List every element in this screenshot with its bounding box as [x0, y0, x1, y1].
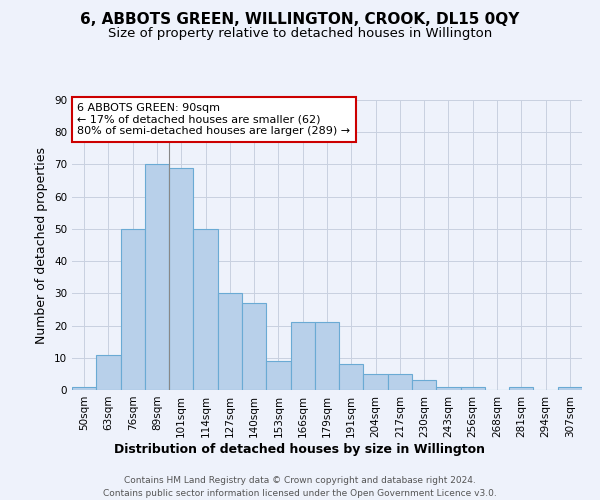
- Text: Contains public sector information licensed under the Open Government Licence v3: Contains public sector information licen…: [103, 489, 497, 498]
- Bar: [218, 294, 242, 390]
- Text: Size of property relative to detached houses in Willington: Size of property relative to detached ho…: [108, 28, 492, 40]
- Bar: [509, 387, 533, 390]
- Text: Distribution of detached houses by size in Willington: Distribution of detached houses by size …: [115, 442, 485, 456]
- Bar: [436, 387, 461, 390]
- Bar: [290, 322, 315, 390]
- Bar: [96, 354, 121, 390]
- Bar: [461, 387, 485, 390]
- Bar: [388, 374, 412, 390]
- Bar: [339, 364, 364, 390]
- Text: 6 ABBOTS GREEN: 90sqm
← 17% of detached houses are smaller (62)
80% of semi-deta: 6 ABBOTS GREEN: 90sqm ← 17% of detached …: [77, 103, 350, 136]
- Bar: [242, 303, 266, 390]
- Bar: [121, 229, 145, 390]
- Bar: [193, 229, 218, 390]
- Text: Contains HM Land Registry data © Crown copyright and database right 2024.: Contains HM Land Registry data © Crown c…: [124, 476, 476, 485]
- Bar: [145, 164, 169, 390]
- Bar: [266, 361, 290, 390]
- Bar: [72, 387, 96, 390]
- Bar: [315, 322, 339, 390]
- Text: 6, ABBOTS GREEN, WILLINGTON, CROOK, DL15 0QY: 6, ABBOTS GREEN, WILLINGTON, CROOK, DL15…: [80, 12, 520, 28]
- Bar: [364, 374, 388, 390]
- Bar: [169, 168, 193, 390]
- Bar: [558, 387, 582, 390]
- Y-axis label: Number of detached properties: Number of detached properties: [35, 146, 49, 344]
- Bar: [412, 380, 436, 390]
